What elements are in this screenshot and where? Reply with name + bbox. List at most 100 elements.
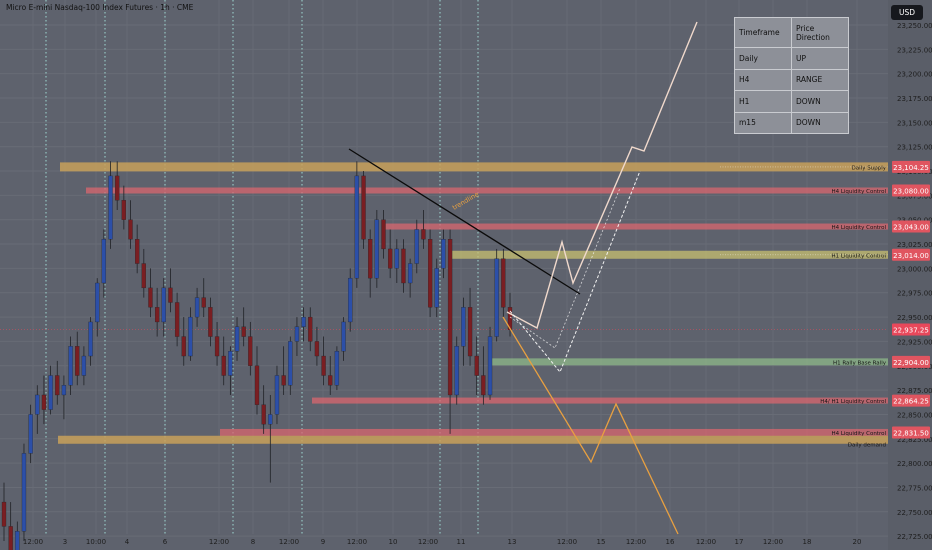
price-tick-label: 22,825.00: [897, 436, 932, 444]
candle-body: [188, 316, 193, 357]
time-tick-label: 8: [251, 538, 255, 546]
zone-rect: [385, 223, 888, 230]
zone-label: H4 Liquidity Control: [831, 431, 886, 437]
time-tick-label: 12:00: [209, 538, 229, 546]
price-badge-label: 23,014.00: [893, 252, 929, 260]
zone-rect: [312, 397, 888, 404]
dashed-projection: [509, 170, 641, 373]
candle-body: [55, 375, 60, 396]
table-row: H1 DOWN: [734, 90, 849, 113]
zone-label: H1 Rally Base Rally: [833, 360, 887, 366]
price-badge-label: 22,904.00: [893, 359, 929, 367]
candle-body: [88, 321, 93, 357]
candle-body: [494, 258, 499, 337]
candle-body: [268, 414, 273, 425]
candle-body: [1, 501, 7, 527]
time-tick-label: 20: [853, 538, 862, 546]
currency-button[interactable]: USD: [891, 5, 923, 20]
zone-rect: [86, 187, 888, 194]
candle-body: [328, 375, 333, 386]
candle-body: [441, 239, 446, 269]
timeframe-table: Timeframe Price Direction Daily UP H4 RA…: [734, 17, 849, 134]
candle-body: [201, 297, 206, 308]
zone-label: Daily demand: [848, 442, 886, 448]
candle-body: [108, 175, 113, 240]
candle-body: [221, 355, 226, 376]
table-cell: RANGE: [791, 68, 849, 91]
time-tick-label: 10: [389, 538, 398, 546]
table-cell: UP: [791, 47, 849, 70]
candle-body: [381, 219, 386, 250]
candle-body: [407, 263, 413, 284]
price-tick-label: 22,725.00: [897, 533, 932, 541]
price-tick-label: 23,125.00: [897, 144, 932, 152]
candle-body: [161, 287, 166, 323]
candle-body: [454, 346, 459, 396]
time-tick-label: 3: [63, 538, 67, 546]
price-axis-panel: [888, 0, 932, 550]
candle-body: [168, 287, 173, 303]
candle-body: [461, 307, 466, 347]
candle-body: [334, 351, 340, 386]
candle-body: [314, 341, 320, 357]
candle-body: [447, 239, 453, 396]
candle-body: [241, 326, 246, 337]
time-tick-label: 12:00: [626, 538, 646, 546]
candle-body: [214, 336, 220, 357]
price-badge-label: 23,080.00: [893, 188, 929, 196]
candle-body: [321, 355, 326, 376]
price-tick-label: 23,225.00: [897, 46, 932, 54]
candle-body: [194, 297, 200, 318]
candle-body: [248, 336, 253, 366]
candle-body: [414, 229, 419, 264]
candle-body: [434, 268, 439, 308]
candle-body: [21, 453, 27, 532]
candle-body: [274, 375, 280, 415]
price-tick-label: 22,925.00: [897, 338, 932, 346]
candle-body: [101, 239, 107, 284]
candle-body: [148, 287, 153, 308]
candle-body: [81, 355, 87, 376]
time-tick-label: 12:00: [418, 538, 438, 546]
table-header-cell: Price Direction: [791, 17, 849, 48]
table-row: m15 DOWN: [734, 111, 849, 134]
candle-body: [341, 321, 346, 352]
trendline: [348, 148, 581, 295]
time-tick-label: 16: [666, 538, 675, 546]
candle-body: [95, 282, 100, 323]
table-cell: DOWN: [791, 90, 849, 113]
candle-body: [288, 341, 293, 386]
zone-rect: [58, 435, 888, 444]
time-tick-label: 11: [457, 538, 466, 546]
time-tick-label: 15: [597, 538, 606, 546]
price-badge-label: 22,864.25: [893, 398, 929, 406]
time-tick-label: 12:00: [696, 538, 716, 546]
price-badge-label: 23,104.25: [893, 164, 929, 172]
table-header-cell: Timeframe: [734, 17, 792, 48]
zone-rect: [60, 162, 888, 172]
table-header-row: Timeframe Price Direction: [734, 17, 849, 48]
table-cell: m15: [734, 111, 792, 134]
table-row: Daily UP: [734, 47, 849, 70]
table-cell: Daily: [734, 47, 792, 70]
candle-body: [208, 307, 213, 337]
candle-body: [394, 248, 399, 269]
zone-label: Daily Supply: [852, 165, 887, 171]
candle-body: [254, 365, 260, 405]
time-tick-label: 12:00: [279, 538, 299, 546]
table-row: H4 RANGE: [734, 68, 849, 91]
candle-body: [48, 375, 53, 410]
time-tick-label: 12:00: [557, 538, 577, 546]
dashed-projection-secondary: [509, 187, 621, 349]
zone-label: H4 Liquidity Control: [831, 225, 886, 231]
table-cell: H4: [734, 68, 792, 91]
candle-body: [281, 375, 286, 386]
price-badge: [892, 184, 930, 197]
zone-label: H4/ H1 Liquidity Control: [820, 399, 886, 405]
candle-body: [261, 404, 266, 425]
candle-body: [228, 351, 233, 376]
last-price-badge: [892, 323, 930, 336]
price-tick-label: 22,875.00: [897, 387, 932, 395]
time-tick-label: 4: [125, 538, 130, 546]
price-tick-label: 23,150.00: [897, 119, 932, 127]
